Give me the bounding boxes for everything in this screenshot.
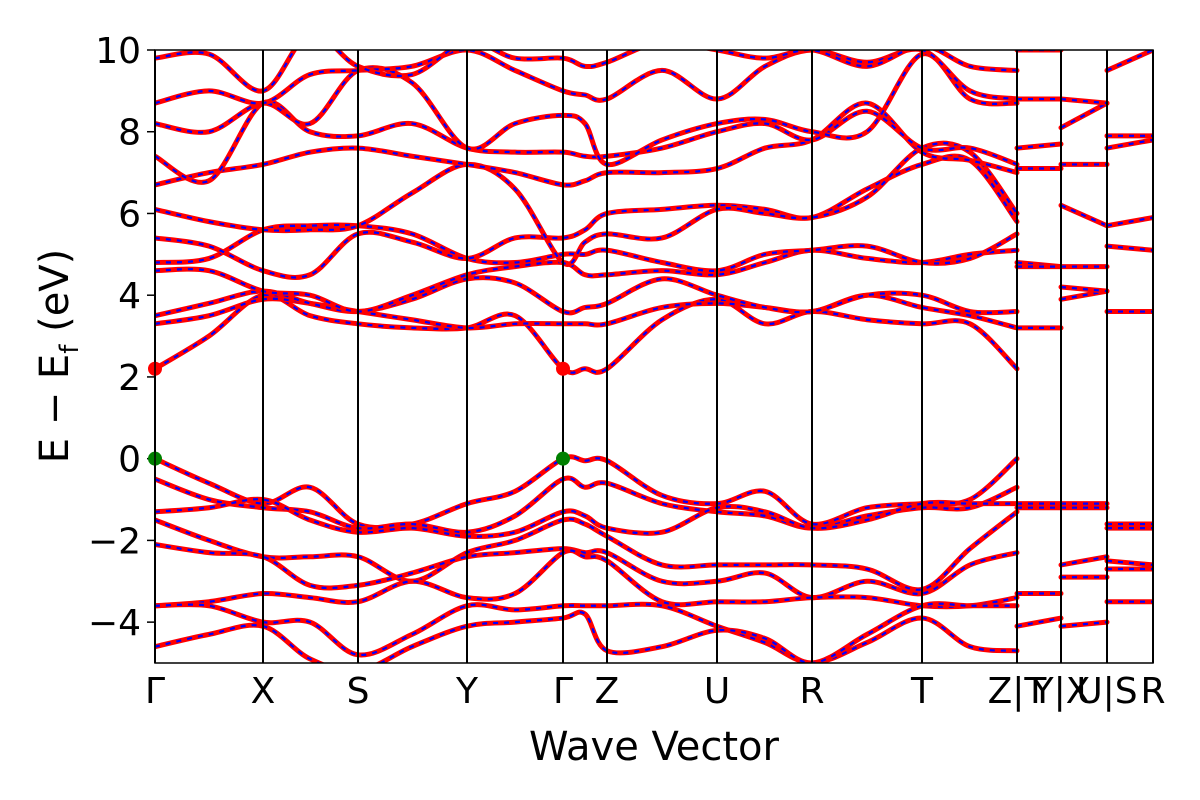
x-tick-label: U [704, 671, 730, 712]
y-tick-label: 4 [118, 276, 141, 317]
x-tick-label: Z|T [988, 671, 1048, 712]
band-line-dashed [155, 293, 1018, 374]
band-edge-marker [556, 361, 570, 376]
band-line-dashed [155, 155, 1018, 279]
y-tick-label: 6 [118, 194, 141, 235]
band-line-dashed [155, 50, 1018, 105]
x-tick-label: R [1140, 671, 1165, 712]
y-tick-label: 2 [118, 358, 141, 399]
y-axis-label-unit: (eV) [32, 249, 78, 345]
band-line-dashed [1060, 102, 1108, 129]
y-tick-label: −4 [88, 603, 141, 644]
x-tick-label: U|S [1076, 671, 1137, 712]
x-tick-label: Γ [145, 671, 165, 712]
x-tick-label: Y [455, 671, 479, 712]
x-tick-label: Z [595, 671, 620, 712]
band-line-dashed [1060, 555, 1108, 567]
y-tick-label: 0 [118, 440, 141, 481]
band-line-dashed [155, 102, 1018, 187]
band-line [155, 275, 1020, 319]
x-axis-label: Wave Vector [529, 724, 780, 770]
band-line-dashed [1106, 216, 1153, 227]
band-line-dashed [155, 603, 1018, 663]
band-line-dashed [155, 100, 1018, 184]
band-line-dashed [155, 50, 1018, 92]
band-line-dashed [155, 602, 1017, 663]
band-line [155, 247, 1020, 315]
band-line-dashed [1106, 138, 1153, 150]
band-line-dashed [1106, 245, 1153, 252]
band-line-dashed [1106, 559, 1153, 567]
y-tick-label: 10 [95, 31, 141, 72]
plot-area [155, 50, 1153, 663]
band-line-dashed [155, 52, 1018, 166]
y-tick-label: 8 [118, 113, 141, 154]
x-tick-label: Γ [553, 671, 573, 712]
y-axis-label-main: E − E [32, 354, 78, 464]
band-line-dashed [1016, 616, 1062, 628]
band-line-dashed [155, 510, 1018, 591]
band-line [155, 475, 1020, 535]
x-tick-label: S [347, 671, 370, 712]
x-tick-label: Y|X [1031, 671, 1091, 712]
band-line-dashed [1016, 142, 1062, 150]
band-line-dashed [155, 498, 1017, 538]
band-line-dashed [1060, 290, 1108, 301]
band-line-dashed [1060, 285, 1108, 293]
band-line-dashed [155, 543, 1018, 599]
band-edge-marker [556, 451, 570, 466]
band-line [155, 222, 1020, 274]
x-tick-label: R [799, 671, 824, 712]
band-line-dashed [155, 455, 1018, 529]
band-line-dashed [1106, 50, 1153, 72]
y-tick-label: −2 [88, 521, 141, 562]
band-line-dashed [155, 142, 1018, 266]
band-line-dashed [1060, 621, 1108, 628]
plot-frame [154, 49, 1154, 664]
x-tick-label: X [251, 671, 276, 712]
band-line-dashed [1060, 204, 1108, 227]
x-tick-label: T [910, 671, 934, 712]
y-axis-label: E − Ef (eV) [32, 249, 85, 464]
band-line-dashed [155, 549, 1018, 608]
band-line-dashed [1060, 97, 1108, 105]
y-axis-label-sub: f [55, 344, 85, 354]
